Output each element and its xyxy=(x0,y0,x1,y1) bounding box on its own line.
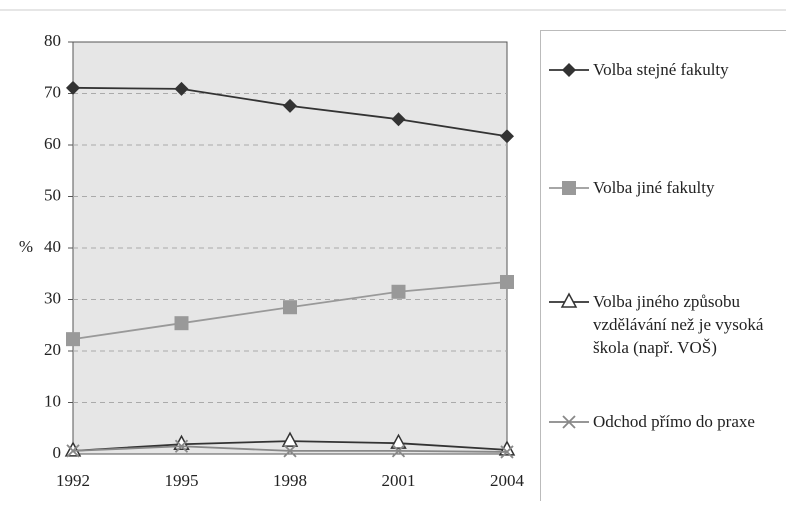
marker xyxy=(391,284,406,299)
legend-entry: Volba jiného způsobu vzdělávání než je v… xyxy=(549,290,786,359)
y-tick-label: 80 xyxy=(44,31,61,50)
legend-label: Volba jiného způsobu vzdělávání než je v… xyxy=(593,292,764,357)
legend-icon xyxy=(549,415,589,429)
marker xyxy=(391,444,406,458)
legend-icon xyxy=(549,181,589,195)
marker xyxy=(500,129,514,144)
legend-marker xyxy=(562,63,576,77)
legend: Volba stejné fakulty Volba jiné fakulty Vo… xyxy=(540,30,786,501)
x-tick-label: 1995 xyxy=(165,471,199,490)
y-tick-label: 0 xyxy=(53,443,62,462)
marker xyxy=(174,81,189,96)
y-tick-label: 20 xyxy=(44,340,61,359)
legend-entry: Volba stejné fakulty xyxy=(549,58,786,81)
y-tick-label: 10 xyxy=(44,391,61,410)
marker xyxy=(283,300,297,315)
x-tick-label: 1998 xyxy=(273,471,307,490)
y-tick-label: 70 xyxy=(44,82,61,101)
legend-icon xyxy=(549,292,589,308)
y-tick-label: 60 xyxy=(44,134,61,153)
marker xyxy=(500,445,514,459)
marker xyxy=(66,444,80,458)
legend-marker xyxy=(560,292,578,308)
marker xyxy=(174,316,189,331)
y-tick-label: 50 xyxy=(44,185,61,204)
marker xyxy=(64,441,82,457)
marker xyxy=(390,433,407,449)
marker xyxy=(283,98,297,113)
legend-label: Volba jiné fakulty xyxy=(593,178,715,197)
legend-label: Odchod přímo do praxe xyxy=(593,412,755,431)
marker xyxy=(391,112,406,127)
legend-label: Volba stejné fakulty xyxy=(593,60,729,79)
y-axis-label: % xyxy=(19,237,33,256)
legend-entry: Odchod přímo do praxe xyxy=(549,410,786,433)
marker xyxy=(66,80,80,95)
marker xyxy=(281,431,299,447)
x-tick-label: 2001 xyxy=(382,471,416,490)
y-tick-label: 30 xyxy=(44,288,61,307)
legend-entry: Volba jiné fakulty xyxy=(549,176,786,199)
marker xyxy=(66,332,80,347)
x-tick-label: 2004 xyxy=(490,471,525,490)
marker xyxy=(500,274,514,289)
marker xyxy=(174,439,189,453)
legend-marker xyxy=(562,415,576,429)
legend-marker xyxy=(562,181,576,195)
legend-icon xyxy=(549,63,589,77)
marker xyxy=(283,444,297,458)
y-tick-label: 40 xyxy=(44,237,61,256)
x-tick-label: 1992 xyxy=(56,471,90,490)
